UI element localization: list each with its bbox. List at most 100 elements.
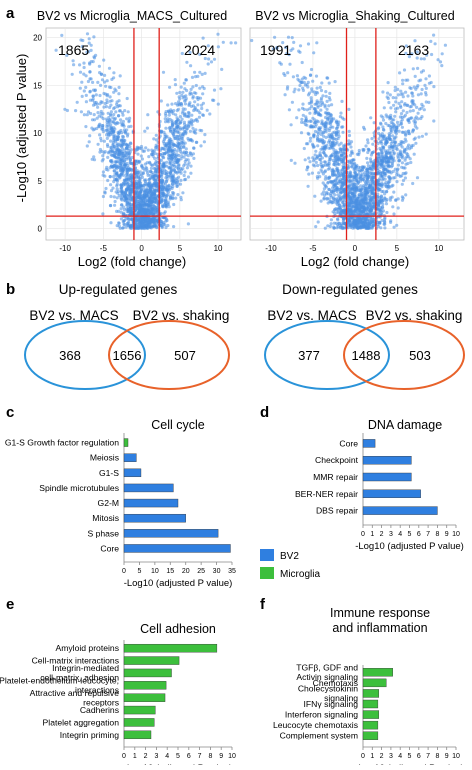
volcano-point	[119, 145, 124, 149]
volcano-point	[429, 80, 433, 85]
volcano-point	[408, 86, 412, 90]
venn-down-right-only: 503	[409, 348, 431, 363]
volcano-point	[339, 141, 343, 145]
volcano-point	[407, 55, 411, 59]
volcano-point	[319, 147, 323, 151]
volcano-point	[168, 188, 172, 192]
cell-cycle-x-tick: 5	[137, 568, 141, 575]
volcano-point	[323, 177, 327, 181]
dna-damage-x-tick: 6	[417, 531, 421, 538]
volcano-point	[337, 162, 341, 166]
volcano-point	[425, 53, 429, 57]
volcano-point	[180, 151, 184, 155]
volcano-point	[395, 147, 399, 151]
volcano-point	[340, 125, 344, 129]
volcano-point	[203, 56, 207, 61]
volcano-point	[388, 136, 392, 140]
volcano-point	[84, 93, 88, 97]
volcano-point	[107, 115, 111, 120]
volcano-point	[353, 190, 357, 194]
volcano-point	[333, 193, 337, 197]
volcano-point	[349, 200, 353, 204]
volcano-point	[298, 44, 303, 48]
volcano-point	[339, 190, 343, 194]
volcano-point	[63, 107, 67, 111]
volcano-point	[404, 139, 408, 143]
volcano-plots: a -Log10 (adjusted P value) BV2 vs Micro…	[6, 5, 465, 269]
volcano-point	[388, 198, 392, 202]
volcano-point	[107, 66, 112, 70]
volcano-point	[101, 212, 105, 216]
volcano-point	[370, 151, 375, 155]
volcano-point	[342, 173, 346, 177]
volcano-point	[411, 94, 415, 98]
volcano-point	[309, 136, 313, 140]
volcano-point	[141, 200, 145, 204]
volcano-point	[105, 125, 109, 129]
venn-up-left-only: 368	[59, 348, 81, 363]
volcano-point	[189, 104, 194, 108]
dna-damage-category-label: BER-NER repair	[295, 489, 358, 499]
volcano-point	[117, 92, 121, 96]
volcano-point	[360, 187, 364, 191]
volcano-point	[369, 208, 373, 212]
volcano-point	[143, 188, 147, 192]
volcano-point	[137, 175, 141, 180]
volcano-point	[115, 224, 119, 228]
volcano-point	[122, 219, 126, 223]
volcano-point	[396, 206, 400, 210]
volcano-point	[361, 149, 365, 153]
volcano-point	[433, 42, 437, 46]
volcano-point	[87, 140, 91, 144]
volcano-point	[166, 117, 170, 121]
volcano-point	[405, 110, 409, 115]
volcano-point	[356, 204, 360, 208]
volcano-point	[385, 160, 389, 164]
volcano-point	[115, 184, 119, 188]
immune-x-tick: 5	[408, 753, 412, 760]
volcano-point	[173, 182, 177, 186]
volcano-point	[311, 79, 315, 83]
venn-up-right-label: BV2 vs. shaking	[133, 308, 230, 323]
volcano-point	[138, 225, 142, 229]
volcano-point	[189, 137, 193, 142]
volcano-point	[182, 173, 186, 178]
volcano-point	[386, 91, 390, 95]
volcano-point	[364, 181, 368, 185]
volcano-point	[420, 134, 424, 138]
volcano-point	[325, 117, 330, 121]
volcano-point	[383, 196, 387, 200]
volcano-point	[327, 146, 331, 150]
volcano-point	[192, 130, 196, 134]
volcano-point	[329, 222, 333, 226]
volcano-point	[397, 101, 401, 105]
volcano-point	[141, 220, 145, 224]
volcano-point	[284, 45, 288, 50]
volcano-point	[134, 159, 138, 163]
volcano-point	[178, 97, 182, 101]
volcano-point	[154, 184, 159, 189]
dna-damage-x-tick: 9	[445, 531, 449, 538]
volcano-point	[394, 110, 398, 114]
volcano-point	[93, 102, 97, 106]
volcano-point	[200, 106, 204, 111]
volcano-point	[310, 89, 314, 93]
volcano-point	[123, 199, 127, 203]
volcano-point	[203, 133, 207, 137]
volcano-point	[176, 160, 180, 164]
volcano-point	[182, 144, 186, 148]
volcano-point	[140, 175, 144, 179]
volcano-point	[290, 100, 294, 104]
volcano-point	[145, 126, 149, 130]
volcano-point	[182, 150, 186, 154]
volcano-point	[304, 118, 308, 122]
volcano-point	[172, 133, 176, 137]
volcano-point	[121, 113, 125, 117]
volcano-point	[320, 81, 324, 85]
volcano-point	[394, 126, 399, 130]
volcano-point	[163, 112, 168, 116]
volcano-point	[188, 91, 192, 95]
volcano-point	[172, 202, 176, 207]
volcano-point	[162, 211, 166, 215]
